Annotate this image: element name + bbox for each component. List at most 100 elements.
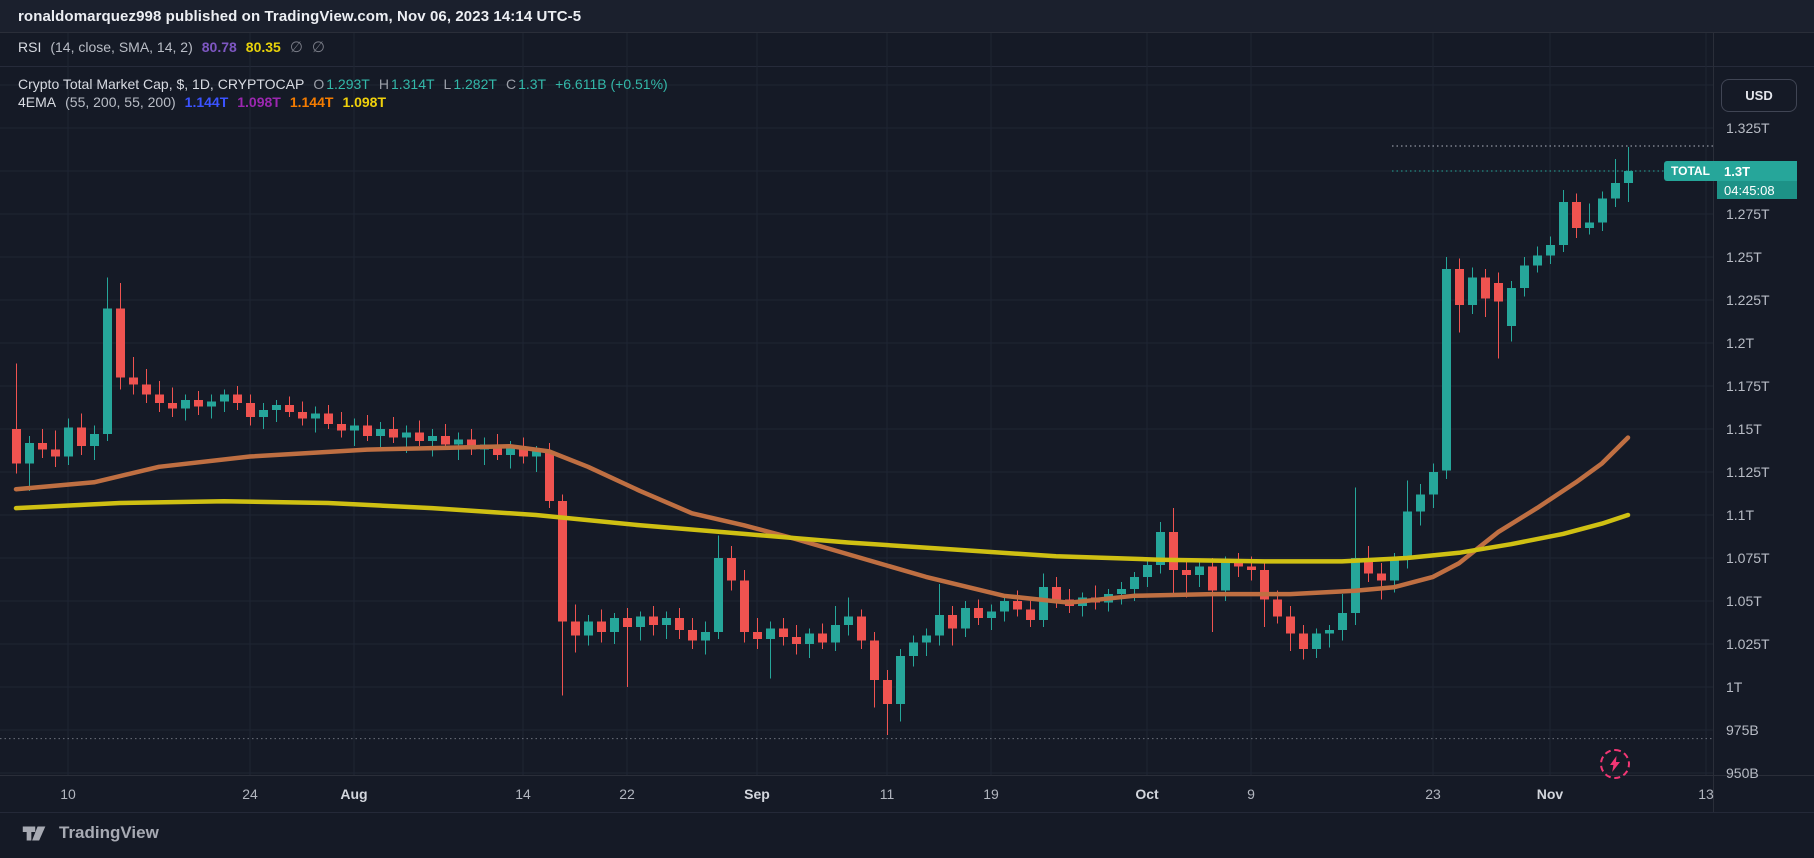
tradingview-logo-icon bbox=[22, 826, 46, 840]
candle-body bbox=[233, 394, 242, 404]
candle-body bbox=[831, 625, 840, 643]
open-label: O bbox=[313, 76, 325, 92]
candle-body bbox=[662, 618, 671, 626]
price-axis-label: 1.075T bbox=[1726, 550, 1770, 566]
candle-body bbox=[857, 616, 866, 641]
candle-body bbox=[1468, 277, 1477, 306]
candle-body bbox=[428, 435, 437, 442]
time-axis-label: Sep bbox=[744, 786, 770, 802]
candle-body bbox=[155, 394, 164, 404]
countdown-text: 04:45:08 bbox=[1724, 182, 1775, 198]
price-axis-label: 1.125T bbox=[1726, 464, 1770, 480]
time-axis-label: 22 bbox=[619, 786, 635, 802]
candle-body bbox=[350, 425, 359, 431]
grid-lines bbox=[0, 33, 1713, 775]
rsi-title: RSI bbox=[18, 39, 42, 55]
candle-body bbox=[1130, 576, 1139, 589]
candle-body bbox=[1260, 570, 1269, 600]
currency-button[interactable]: USD bbox=[1721, 79, 1797, 112]
candle-body bbox=[883, 680, 892, 705]
candle-body bbox=[1039, 587, 1048, 620]
price-axis-label: 950B bbox=[1726, 765, 1759, 781]
candle-body bbox=[246, 403, 255, 417]
high-value: 1.314T bbox=[390, 76, 435, 92]
rsi-params: (14, close, SMA, 14, 2) bbox=[50, 39, 193, 55]
candle-body bbox=[1208, 566, 1217, 591]
last-price-value: 1.3T bbox=[1717, 161, 1797, 181]
candle-body bbox=[311, 413, 320, 419]
candle-body bbox=[324, 413, 333, 424]
price-axis-border bbox=[1713, 33, 1714, 812]
time-axis-label: Nov bbox=[1536, 786, 1564, 802]
candle-body bbox=[792, 637, 801, 644]
candle-body bbox=[675, 618, 684, 631]
candle-body bbox=[1364, 558, 1373, 574]
rsi-legend[interactable]: RSI (14, close, SMA, 14, 2) 80.78 80.35 … bbox=[18, 38, 325, 56]
tradingview-logo[interactable]: TradingView bbox=[22, 823, 159, 843]
candle-body bbox=[1533, 255, 1542, 266]
candle-body bbox=[818, 633, 827, 643]
candle-body bbox=[1403, 511, 1412, 558]
ema-yellow-line bbox=[13, 498, 1631, 564]
candle-body bbox=[974, 607, 983, 619]
candle-body bbox=[1195, 566, 1204, 576]
time-axis-label: 9 bbox=[1247, 786, 1255, 802]
candle-body bbox=[1377, 573, 1386, 581]
low-value: 1.282T bbox=[453, 76, 497, 92]
candle-body bbox=[415, 432, 424, 442]
candle-body bbox=[272, 404, 281, 411]
symbol-legend[interactable]: Crypto Total Market Cap, $, 1D, CRYPTOCA… bbox=[18, 76, 668, 92]
candle-body bbox=[25, 442, 34, 464]
footer-separator bbox=[0, 812, 1814, 813]
rsi-null-1: ∅ bbox=[289, 39, 303, 56]
candle-body bbox=[766, 628, 775, 639]
ema-legend[interactable]: 4EMA (55, 200, 55, 200) 1.144T 1.098T 1.… bbox=[18, 94, 386, 110]
ema-value-4: 1.098T bbox=[342, 94, 387, 110]
candle-body bbox=[1416, 494, 1425, 512]
candle-body bbox=[1286, 616, 1295, 634]
candle-body bbox=[467, 439, 476, 450]
candle-body bbox=[779, 628, 788, 638]
candle-body bbox=[1156, 532, 1165, 565]
candle-body bbox=[714, 558, 723, 632]
candle-body bbox=[1598, 198, 1607, 223]
candle-body bbox=[77, 427, 86, 447]
candle-body bbox=[623, 618, 632, 627]
candle-body bbox=[376, 429, 385, 436]
ema-params: (55, 200, 55, 200) bbox=[65, 94, 176, 110]
lightning-icon bbox=[1610, 756, 1620, 772]
bar-countdown: 04:45:08 bbox=[1717, 181, 1797, 199]
ema-value-2: 1.098T bbox=[237, 94, 281, 110]
price-axis-label: 1.325T bbox=[1726, 120, 1770, 136]
candle-body bbox=[1013, 601, 1022, 610]
boost-button[interactable] bbox=[1600, 749, 1630, 779]
candle-body bbox=[220, 394, 229, 402]
candle-body bbox=[1052, 587, 1061, 600]
close-value: 1.3T bbox=[518, 76, 547, 92]
time-axis-label: 11 bbox=[879, 786, 895, 802]
ohlc-high: H 1.314T bbox=[379, 76, 435, 92]
time-axis-label: 13 bbox=[1698, 786, 1714, 802]
time-axis-separator bbox=[0, 775, 1814, 776]
ohlc-open: O 1.293T bbox=[313, 76, 369, 92]
pane-separator[interactable] bbox=[0, 66, 1814, 67]
candle-body bbox=[1351, 558, 1360, 614]
candle-body bbox=[441, 435, 450, 445]
candle-body bbox=[753, 631, 762, 639]
time-axis-label: 23 bbox=[1425, 786, 1441, 802]
candle-body bbox=[558, 501, 567, 622]
ema-value-1: 1.144T bbox=[184, 94, 229, 110]
candle-body bbox=[1481, 277, 1490, 299]
price-axis-label: 1.05T bbox=[1726, 593, 1762, 609]
ohlc-low: L 1.282T bbox=[444, 76, 497, 92]
time-axis-label: 24 bbox=[242, 786, 258, 802]
candle-body bbox=[1494, 282, 1503, 302]
candle-body bbox=[1247, 566, 1256, 571]
candle-body bbox=[519, 447, 528, 457]
candle-body bbox=[805, 633, 814, 644]
candle-body bbox=[90, 434, 99, 447]
candle-body bbox=[1585, 222, 1594, 228]
price-axis-label: 1.275T bbox=[1726, 206, 1770, 222]
candle-body bbox=[506, 447, 515, 455]
